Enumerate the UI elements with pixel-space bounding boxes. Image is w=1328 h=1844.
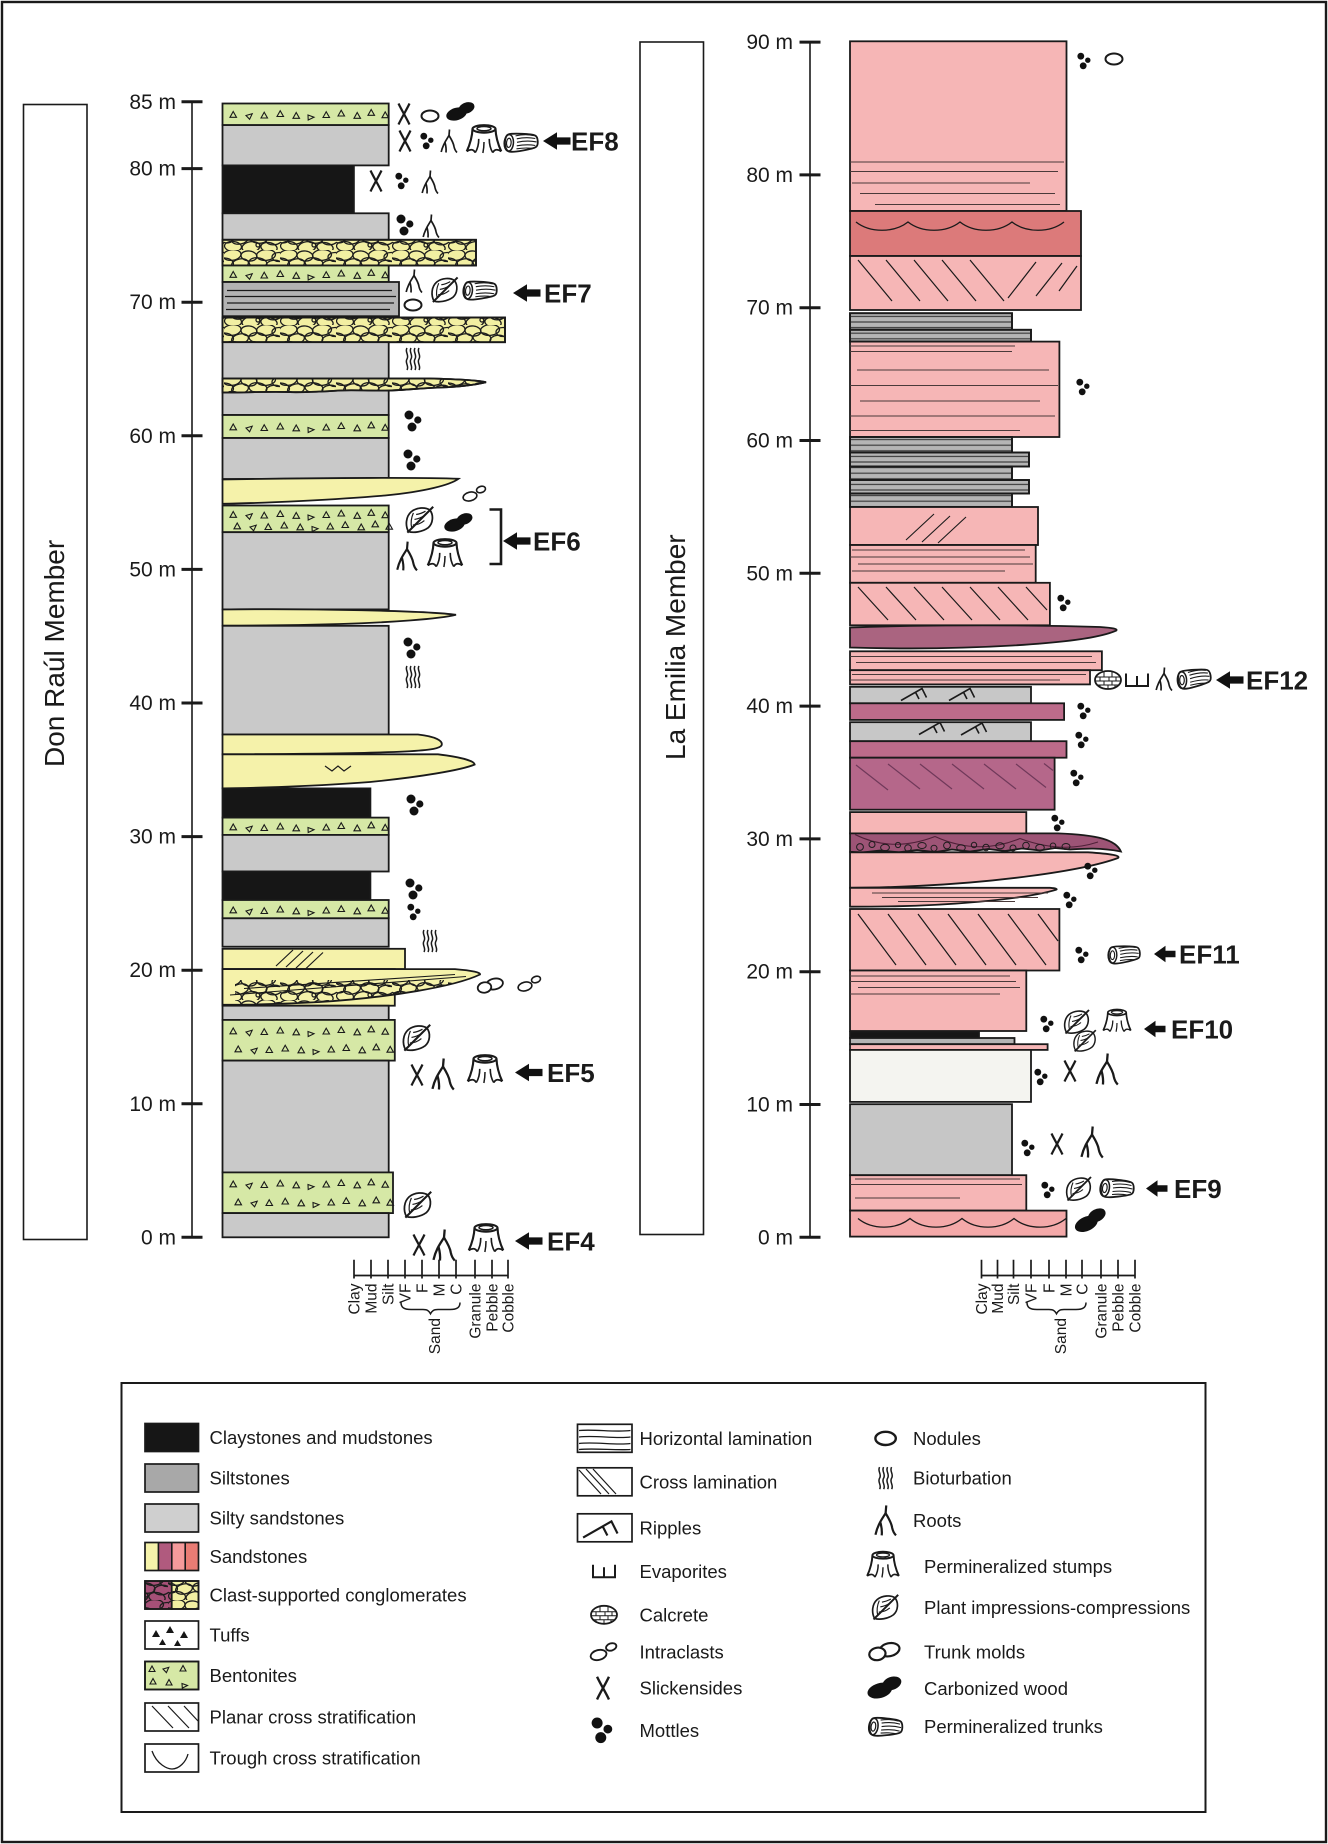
svg-text:Permineralized stumps: Permineralized stumps bbox=[924, 1556, 1112, 1577]
svg-text:Clast-supported conglomerates: Clast-supported conglomerates bbox=[210, 1585, 467, 1606]
svg-text:60 m: 60 m bbox=[129, 425, 176, 448]
svg-text:Ripples: Ripples bbox=[640, 1517, 702, 1538]
svg-text:VF: VF bbox=[1024, 1284, 1041, 1304]
svg-text:EF10: EF10 bbox=[1171, 1015, 1233, 1045]
svg-text:Silt: Silt bbox=[381, 1283, 398, 1305]
svg-text:Mottles: Mottles bbox=[640, 1720, 700, 1741]
svg-text:M: M bbox=[1059, 1284, 1076, 1297]
svg-text:80 m: 80 m bbox=[129, 158, 176, 181]
svg-text:C: C bbox=[1075, 1284, 1092, 1295]
svg-text:Silty sandstones: Silty sandstones bbox=[210, 1508, 345, 1529]
svg-text:70 m: 70 m bbox=[129, 291, 176, 314]
svg-text:Granule: Granule bbox=[1094, 1284, 1111, 1339]
svg-text:Slickensides: Slickensides bbox=[640, 1678, 743, 1699]
svg-text:30 m: 30 m bbox=[129, 826, 176, 849]
svg-text:Mud: Mud bbox=[364, 1284, 381, 1314]
svg-text:0 m: 0 m bbox=[141, 1226, 176, 1249]
svg-text:Mud: Mud bbox=[990, 1284, 1007, 1314]
svg-text:EF4: EF4 bbox=[547, 1227, 595, 1257]
svg-text:50 m: 50 m bbox=[746, 562, 793, 585]
svg-text:Cross lamination: Cross lamination bbox=[640, 1471, 778, 1492]
svg-text:Tuffs: Tuffs bbox=[210, 1625, 250, 1646]
svg-text:VF: VF bbox=[398, 1284, 415, 1304]
svg-text:Bioturbation: Bioturbation bbox=[913, 1468, 1012, 1489]
svg-text:Granule: Granule bbox=[468, 1284, 485, 1339]
svg-text:70 m: 70 m bbox=[746, 297, 793, 320]
svg-text:Planar cross stratification: Planar cross stratification bbox=[210, 1707, 417, 1728]
svg-text:Nodules: Nodules bbox=[913, 1428, 981, 1449]
svg-text:Calcrete: Calcrete bbox=[640, 1604, 709, 1625]
svg-text:EF6: EF6 bbox=[533, 527, 581, 557]
svg-text:EF9: EF9 bbox=[1174, 1174, 1222, 1204]
svg-text:20 m: 20 m bbox=[746, 961, 793, 984]
svg-text:10 m: 10 m bbox=[129, 1093, 176, 1116]
svg-text:Intraclasts: Intraclasts bbox=[640, 1642, 724, 1663]
svg-text:Siltstones: Siltstones bbox=[210, 1468, 290, 1489]
svg-text:80 m: 80 m bbox=[746, 164, 793, 187]
svg-text:50 m: 50 m bbox=[129, 558, 176, 581]
svg-text:0 m: 0 m bbox=[758, 1226, 793, 1249]
svg-text:40 m: 40 m bbox=[746, 695, 793, 718]
svg-text:Clay: Clay bbox=[347, 1283, 364, 1314]
svg-text:Horizontal lamination: Horizontal lamination bbox=[640, 1428, 813, 1449]
svg-text:Don Raúl Member: Don Raúl Member bbox=[39, 540, 70, 767]
svg-text:40 m: 40 m bbox=[129, 692, 176, 715]
svg-text:Cobble: Cobble bbox=[501, 1284, 518, 1333]
svg-text:20 m: 20 m bbox=[129, 959, 176, 982]
svg-text:30 m: 30 m bbox=[746, 828, 793, 851]
svg-text:Pebble: Pebble bbox=[485, 1284, 502, 1332]
svg-text:Silt: Silt bbox=[1006, 1283, 1023, 1305]
svg-text:Evaporites: Evaporites bbox=[640, 1561, 727, 1582]
svg-text:Trough cross stratification: Trough cross stratification bbox=[210, 1748, 421, 1769]
svg-text:EF12: EF12 bbox=[1246, 666, 1308, 696]
svg-text:85 m: 85 m bbox=[129, 91, 176, 114]
svg-text:Cobble: Cobble bbox=[1128, 1284, 1145, 1333]
svg-text:EF8: EF8 bbox=[571, 127, 619, 157]
svg-text:Roots: Roots bbox=[913, 1510, 961, 1531]
svg-text:EF7: EF7 bbox=[544, 279, 592, 309]
svg-text:Trunk molds: Trunk molds bbox=[924, 1642, 1025, 1663]
svg-text:Clay: Clay bbox=[974, 1283, 991, 1314]
svg-text:90 m: 90 m bbox=[746, 31, 793, 54]
svg-text:EF11: EF11 bbox=[1179, 940, 1240, 970]
svg-text:EF5: EF5 bbox=[547, 1058, 595, 1088]
svg-text:M: M bbox=[432, 1284, 449, 1297]
svg-text:La Emilia Member: La Emilia Member bbox=[660, 534, 691, 760]
svg-text:Carbonized wood: Carbonized wood bbox=[924, 1678, 1068, 1699]
svg-text:60 m: 60 m bbox=[746, 430, 793, 453]
svg-text:Claystones and mudstones: Claystones and mudstones bbox=[210, 1427, 433, 1448]
svg-text:F: F bbox=[1042, 1284, 1059, 1293]
svg-text:F: F bbox=[415, 1284, 432, 1293]
svg-text:Bentonites: Bentonites bbox=[210, 1665, 297, 1686]
svg-text:Plant impressions-compressions: Plant impressions-compressions bbox=[924, 1597, 1190, 1618]
svg-text:Permineralized trunks: Permineralized trunks bbox=[924, 1716, 1103, 1737]
svg-text:Pebble: Pebble bbox=[1111, 1284, 1128, 1332]
svg-text:C: C bbox=[449, 1284, 466, 1295]
svg-text:Sand: Sand bbox=[1053, 1318, 1070, 1354]
svg-text:10 m: 10 m bbox=[746, 1094, 793, 1117]
svg-text:Sand: Sand bbox=[427, 1318, 444, 1354]
svg-text:Sandstones: Sandstones bbox=[210, 1546, 308, 1567]
